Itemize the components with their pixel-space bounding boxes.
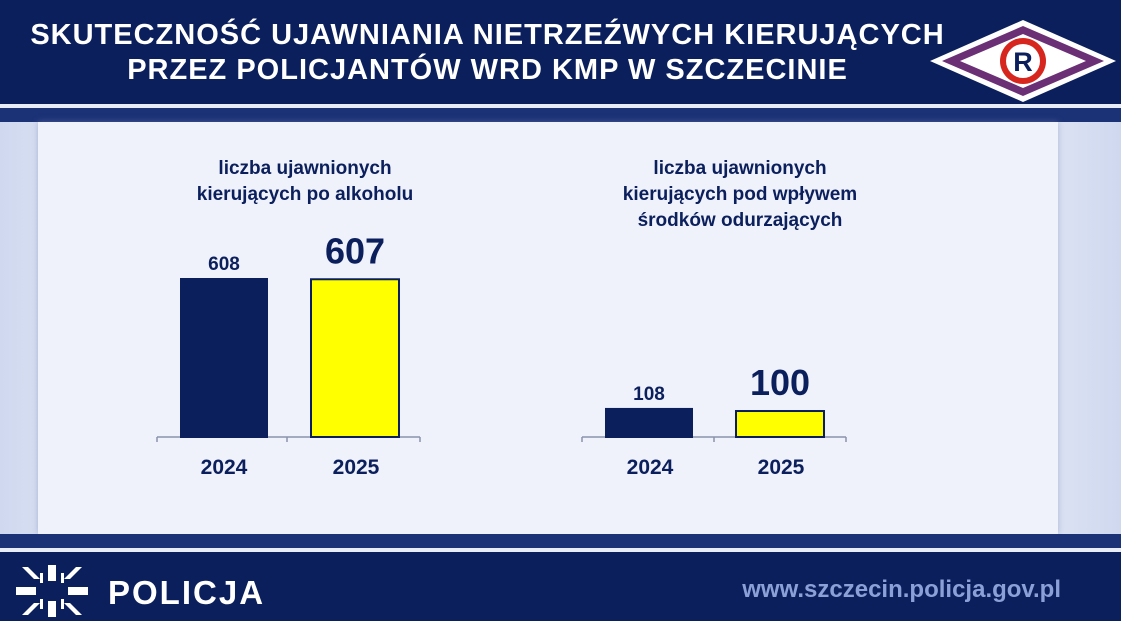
chart-drugs-title-line1: liczba ujawnionych: [653, 158, 827, 179]
chart-drugs-category-label-2025: 2025: [758, 456, 805, 479]
footer-website-link[interactable]: www.szczecin.policja.gov.pl: [742, 576, 1061, 603]
chart-drugs-category-label-2024: 2024: [627, 456, 674, 479]
chart-drugs-bar-2024: [605, 407, 693, 438]
chart-alcohol-category-label-2025: 2025: [333, 456, 380, 479]
header-stripe-dark: [0, 108, 1121, 122]
footer-brand: POLICJA: [108, 574, 266, 611]
chart-alcohol-category-label-2024: 2024: [201, 456, 248, 479]
page-title: SKUTECZNOŚĆ UJAWNIANIA NIETRZEŹWYCH KIER…: [0, 18, 975, 88]
chart-alcohol-bar-2024: [180, 278, 268, 438]
chart-drugs-title-line3: środków odurzających: [637, 210, 843, 231]
chart-drugs-title-line2: kierujących pod wpływem: [622, 184, 858, 205]
footer-band: [0, 552, 1121, 621]
chart-alcohol-title: liczba ujawnionych kierujących po alkoho…: [150, 156, 460, 208]
chart-drugs-value-label-2025: 100: [750, 362, 810, 403]
chart-alcohol-value-label-2024: 608: [208, 254, 240, 275]
chart-drugs-bar-2025: [735, 410, 825, 438]
chart-drugs-value-label-2024: 108: [633, 384, 665, 405]
road-traffic-badge-icon: R: [930, 20, 1116, 102]
chart-alcohol-bar-2025: [310, 278, 400, 438]
footer-stripe-dark: [0, 534, 1121, 548]
badge-letter: R: [1013, 47, 1033, 77]
chart-alcohol-value-label-2025: 607: [325, 230, 385, 271]
header-band: [0, 0, 1121, 104]
page-title-line2: PRZEZ POLICJANTÓW WRD KMP W SZCZECINIE: [127, 54, 848, 86]
chart-alcohol-title-line2: kierujących po alkoholu: [196, 184, 414, 205]
page-title-line1: SKUTECZNOŚĆ UJAWNIANIA NIETRZEŹWYCH KIER…: [30, 19, 945, 51]
chart-alcohol-title-line1: liczba ujawnionych: [218, 158, 392, 179]
police-star-icon: [16, 565, 88, 617]
chart-drugs-title: liczba ujawnionych kierujących pod wpływ…: [580, 156, 900, 234]
header-stripe-light: [0, 104, 1121, 108]
footer-stripe-light: [0, 548, 1121, 552]
